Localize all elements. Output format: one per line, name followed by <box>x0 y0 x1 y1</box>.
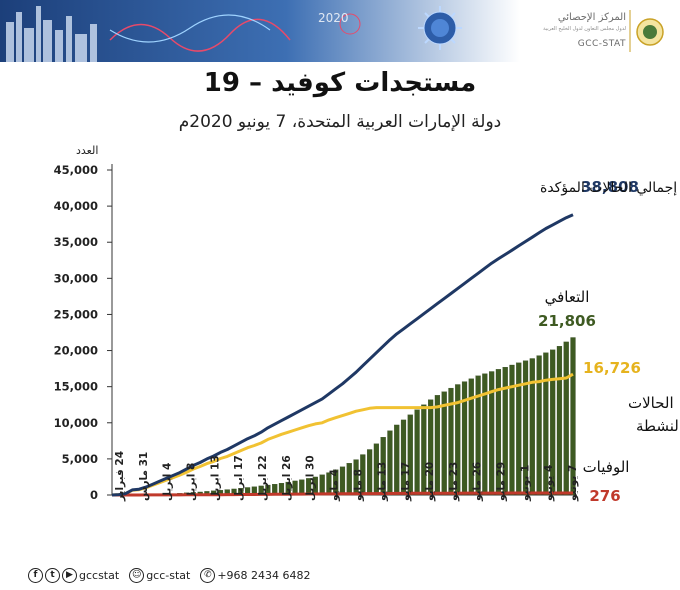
recovered-bar <box>319 474 325 496</box>
recovered-bar <box>475 375 481 496</box>
y-tick-label: 25,000 <box>54 307 98 321</box>
recovered-bar <box>482 373 488 496</box>
recovered-bar <box>495 369 502 496</box>
x-tick-label: 24 فبراير <box>114 451 126 502</box>
x-tick-label: 4 مايو <box>329 469 341 502</box>
recovered-bar <box>516 362 522 496</box>
active-name-label-line2: النشطة <box>636 417 680 435</box>
banner-illustration: 2020 <box>0 0 520 62</box>
x-tick-label: 30 ابريل <box>305 455 317 501</box>
y-tick-label: 15,000 <box>54 380 98 394</box>
gcc-stat-logo: المركز الإحصائي لدول مجلس التعاون لدول ا… <box>522 6 672 56</box>
recovered-value-label: 21,806 <box>538 312 596 330</box>
recovered-bar <box>543 352 549 496</box>
x-tick-label: 17 ابريل <box>233 455 245 501</box>
x-tick-label: 1 يونيو <box>519 465 531 502</box>
x-tick-label: 13 مايو <box>376 462 388 502</box>
virus-icon <box>418 6 462 50</box>
header-banner: 2020 المركز الإحصائي لدول مجلس التعاون ل… <box>0 0 680 62</box>
recovered-bar <box>522 360 529 496</box>
logo-arabic-text: المركز الإحصائي <box>557 12 626 23</box>
x-tick-label: 13 ابريل <box>209 455 221 501</box>
recovered-name-label: التعافي <box>545 288 590 307</box>
y-axis-label: العدد <box>76 144 98 157</box>
x-tick-label: 20 مايو <box>424 462 436 502</box>
confirmed-name-label: إجمالي الحالات المؤكدة <box>540 180 677 196</box>
y-tick-label: 40,000 <box>54 199 98 213</box>
x-tick-label: 22 ابريل <box>257 455 269 501</box>
recovered-bar <box>339 466 346 496</box>
gcc-emblem-icon <box>629 10 664 52</box>
x-tick-label: 7 يونيو <box>567 465 579 502</box>
recovered-bar <box>394 424 400 496</box>
recovered-bar <box>550 349 556 496</box>
x-tick-label: 17 مايو <box>400 462 412 502</box>
whatsapp-icon[interactable]: ✆ <box>200 567 216 583</box>
recovered-bar <box>536 355 542 496</box>
recovered-bar <box>441 391 447 496</box>
deaths-name-label: الوفيات <box>583 458 630 476</box>
recovered-bar <box>509 364 515 496</box>
x-tick-label: 26 مايو <box>472 462 484 502</box>
y-tick-label: 0 <box>90 488 98 502</box>
recovered-bar <box>400 419 407 496</box>
youtube-icon[interactable]: ▶ <box>62 567 77 583</box>
recovered-bar <box>529 358 535 496</box>
footer-phone[interactable]: +968 2434 6482 <box>217 568 311 582</box>
active-value-label: 16,726 <box>583 359 641 377</box>
y-tick-label: 10,000 <box>54 416 98 430</box>
recovered-bar <box>556 346 563 496</box>
recovered-bar <box>502 367 508 496</box>
logo-subtitle: لدول مجلس التعاون لدول الخليج العربية <box>543 26 626 32</box>
recovered-bar <box>489 371 495 496</box>
footer: f t ▶ gccstat ☺ gcc-stat ✆ +968 2434 648… <box>28 566 311 584</box>
facebook-icon[interactable]: f <box>28 567 43 583</box>
recovered-bar <box>455 384 461 496</box>
recovered-bar <box>570 337 576 496</box>
page-title: مستجدات كوفيد – 19 <box>203 68 477 98</box>
recovered-bar <box>346 463 352 496</box>
footer-snap[interactable]: gcc-stat <box>146 568 191 582</box>
x-tick-label: 29 مايو <box>495 462 507 502</box>
covid-chart: العدد 45,000 40,000 35,000 30,000 25,000 20,00… <box>54 144 680 505</box>
recovered-bar <box>461 381 468 496</box>
y-tick-label: 5,000 <box>62 452 98 466</box>
x-tick-label: 31 مارس <box>138 452 150 501</box>
y-tick-label: 30,000 <box>54 271 98 285</box>
recovered-bar <box>387 430 393 496</box>
recovered-bar <box>563 341 569 496</box>
banner-digits: 2020 <box>318 11 349 25</box>
logo-english-text: GCC-STAT <box>577 39 626 49</box>
x-tick-label: 4 ابريل <box>162 463 174 501</box>
y-tick-label: 45,000 <box>54 163 98 177</box>
active-cases-line <box>111 372 574 497</box>
y-tick-label: 35,000 <box>54 235 98 249</box>
recovered-bar <box>421 404 427 496</box>
page-subtitle: دولة الإمارات العربية المتحدة، 7 يونيو 2… <box>178 112 502 132</box>
recovered-bar <box>428 399 434 496</box>
twitter-icon[interactable]: t <box>45 567 60 583</box>
recovered-bar <box>407 414 413 496</box>
x-tick-label: 26 ابريل <box>281 455 293 501</box>
recovered-bar <box>468 378 474 496</box>
confirmed-value-label: 38,808 <box>581 178 639 196</box>
recovered-bar <box>367 449 373 496</box>
recovered-bar <box>448 387 454 496</box>
y-tick-label: 20,000 <box>54 344 98 358</box>
x-tick-label: 8 مايو <box>352 469 364 502</box>
deaths-line <box>112 491 573 497</box>
skyline-icon <box>6 6 97 62</box>
x-tick-label: 4 يونيو <box>543 465 555 502</box>
x-tick-label: 23 مايو <box>448 462 460 502</box>
deaths-value-label: 276 <box>589 487 620 505</box>
footer-handle[interactable]: gccstat <box>79 568 120 582</box>
snapchat-icon[interactable]: ☺ <box>129 567 145 583</box>
recovered-bar <box>414 409 420 496</box>
x-tick-label: 8 ابريل <box>186 463 198 501</box>
recovered-bar <box>434 395 441 496</box>
confirmed-cases-line <box>111 213 574 497</box>
active-name-label: الحالات <box>628 394 674 412</box>
